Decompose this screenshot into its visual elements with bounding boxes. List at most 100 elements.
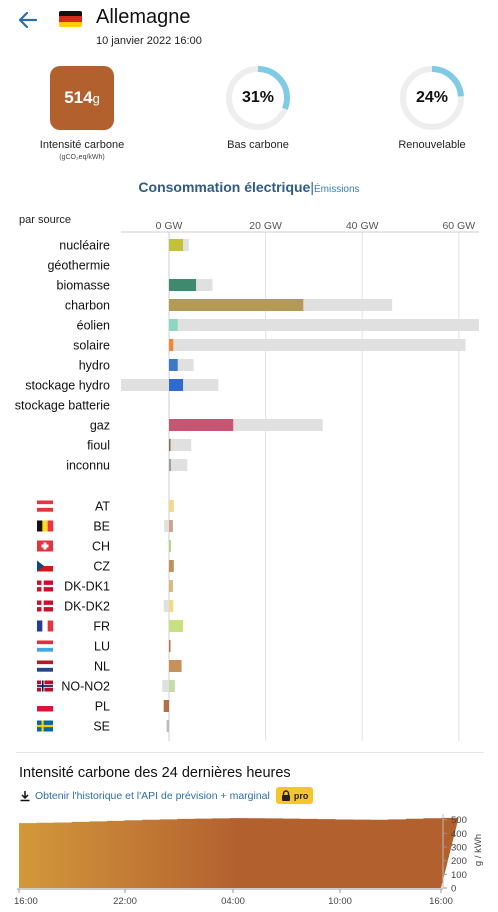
exchange-capacity-bar bbox=[162, 680, 169, 692]
source-row[interactable]: éolien bbox=[77, 319, 479, 333]
renewable-value: 24% bbox=[415, 89, 449, 106]
source-row[interactable]: stockage hydro bbox=[25, 379, 219, 393]
renewable-donut[interactable]: 24% bbox=[399, 65, 465, 131]
consumption-tab[interactable]: Consommation électrique bbox=[138, 179, 311, 195]
exchange-row[interactable]: DK-DK2 bbox=[37, 600, 174, 614]
exchange-label: DK-DK1 bbox=[64, 580, 110, 594]
source-row[interactable]: inconnu bbox=[66, 459, 188, 473]
source-label: gaz bbox=[90, 419, 110, 433]
source-label: charbon bbox=[65, 299, 110, 313]
production-bar bbox=[169, 279, 197, 291]
pro-badge[interactable]: pro bbox=[275, 787, 314, 804]
exchange-label: BE bbox=[93, 520, 110, 534]
app-header: Allemagne 10 janvier 2022 16:00 bbox=[0, 0, 498, 56]
exchange-label: LU bbox=[94, 640, 110, 654]
source-row[interactable]: nucléaire bbox=[59, 239, 189, 253]
exchange-bar bbox=[169, 520, 173, 532]
back-button[interactable] bbox=[14, 6, 42, 34]
arrow-left-icon bbox=[18, 11, 38, 29]
history-link[interactable]: Obtenir l'historique et l'API de prévisi… bbox=[19, 787, 314, 804]
exchange-row[interactable]: CZ bbox=[37, 560, 174, 574]
y-tick-label: 300 bbox=[451, 843, 467, 854]
production-bar bbox=[169, 459, 171, 471]
exchange-bar bbox=[166, 720, 169, 732]
capacity-bar bbox=[169, 319, 479, 331]
y-tick-label: 0 bbox=[451, 884, 456, 895]
capacity-bar bbox=[169, 459, 188, 471]
history-link-text[interactable]: Obtenir l'historique et l'API de prévisi… bbox=[35, 789, 270, 802]
low-carbon-label: Bas carbone bbox=[227, 139, 289, 151]
production-bar bbox=[169, 239, 184, 251]
flag-belgium-icon bbox=[37, 520, 54, 532]
exchange-label: AT bbox=[95, 500, 110, 514]
exchange-label: CZ bbox=[93, 560, 110, 574]
flag-switzerland-icon bbox=[37, 540, 53, 552]
source-row[interactable]: biomasse bbox=[57, 279, 213, 293]
exchange-bar bbox=[169, 560, 174, 572]
flag-poland-icon bbox=[37, 700, 53, 712]
exchange-row[interactable]: FR bbox=[37, 620, 184, 634]
production-bar bbox=[169, 359, 178, 371]
carbon-intensity-badge[interactable]: 514 g bbox=[50, 66, 114, 130]
exchange-capacity-bar bbox=[163, 600, 169, 612]
low-carbon-value: 31% bbox=[241, 89, 275, 106]
capacity-bar bbox=[169, 399, 170, 411]
exchange-label: FR bbox=[93, 620, 110, 634]
source-label: fioul bbox=[87, 439, 110, 453]
y-unit-label: g / kWh bbox=[473, 834, 484, 866]
x-tick-label: 20 GW bbox=[249, 220, 282, 232]
exchange-bar bbox=[169, 580, 173, 592]
y-tick-label: 100 bbox=[451, 870, 467, 881]
carbon-intensity-unit-label: (gCO₂eq/kWh) bbox=[59, 154, 105, 161]
source-label: nucléaire bbox=[59, 239, 110, 253]
x-tick-label: 60 GW bbox=[442, 220, 475, 232]
flag-netherlands-icon bbox=[37, 660, 53, 672]
exchange-row[interactable]: PL bbox=[37, 700, 169, 714]
carbon-intensity-value: 514 bbox=[64, 88, 93, 107]
source-label: géothermie bbox=[47, 259, 110, 273]
exchange-row[interactable]: LU bbox=[37, 640, 171, 654]
exchange-label: SE bbox=[93, 720, 110, 734]
pro-label: pro bbox=[293, 790, 309, 801]
exchange-row[interactable]: SE bbox=[37, 720, 169, 734]
exchange-bar bbox=[169, 600, 174, 612]
source-row[interactable]: gaz bbox=[90, 419, 323, 433]
carbon-history-area[interactable] bbox=[19, 817, 459, 888]
exchange-row[interactable]: AT bbox=[37, 500, 174, 514]
mix-chart: 0 GW 20 GW 40 GW 60 GW nucléaire géothermie bi… bbox=[15, 220, 479, 741]
carbon-intensity-unit: g bbox=[92, 90, 100, 106]
x-tick-label: 40 GW bbox=[346, 220, 379, 232]
exchange-row[interactable]: NL bbox=[37, 660, 182, 674]
download-icon bbox=[20, 790, 30, 801]
exchange-row[interactable]: BE bbox=[37, 520, 173, 534]
exchange-label: NO-NO2 bbox=[61, 680, 110, 694]
source-row[interactable]: solaire bbox=[73, 339, 466, 353]
x-tick-label: 16:00 bbox=[429, 896, 453, 907]
y-tick-label: 500 bbox=[451, 815, 467, 826]
source-label: solaire bbox=[73, 339, 110, 353]
source-row[interactable]: fioul bbox=[87, 439, 192, 453]
source-label: stockage hydro bbox=[25, 379, 110, 393]
source-label: biomasse bbox=[57, 279, 111, 293]
exchange-bar bbox=[169, 540, 171, 552]
source-label: inconnu bbox=[66, 459, 110, 473]
exchange-bar bbox=[169, 500, 174, 512]
flag-norway-icon bbox=[37, 680, 53, 692]
source-row[interactable]: stockage batterie bbox=[15, 399, 170, 413]
exchange-bar bbox=[169, 680, 175, 692]
production-bar bbox=[169, 299, 304, 311]
production-bar bbox=[169, 439, 171, 451]
capacity-bar-negative bbox=[121, 379, 169, 391]
carbon-intensity-label: Intensité carbone bbox=[39, 139, 125, 151]
emissions-tab[interactable]: Émissions bbox=[313, 184, 360, 195]
exchange-row[interactable]: DK-DK1 bbox=[37, 580, 173, 594]
exchange-row[interactable]: NO-NO2 bbox=[37, 680, 175, 694]
source-row[interactable]: hydro bbox=[79, 359, 194, 373]
source-row[interactable]: géothermie bbox=[47, 259, 110, 273]
exchange-bar bbox=[169, 660, 182, 672]
source-row[interactable]: charbon bbox=[65, 299, 393, 313]
low-carbon-donut[interactable]: 31% bbox=[225, 65, 291, 131]
x-tick-label: 0 GW bbox=[156, 220, 183, 232]
flag-luxembourg-icon bbox=[37, 640, 53, 652]
exchange-row[interactable]: CH bbox=[37, 540, 171, 554]
